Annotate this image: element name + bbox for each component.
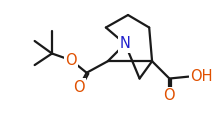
- Text: OH: OH: [191, 69, 213, 84]
- Text: O: O: [73, 80, 85, 95]
- Text: O: O: [164, 88, 175, 103]
- Text: N: N: [120, 36, 130, 51]
- Text: O: O: [65, 53, 77, 68]
